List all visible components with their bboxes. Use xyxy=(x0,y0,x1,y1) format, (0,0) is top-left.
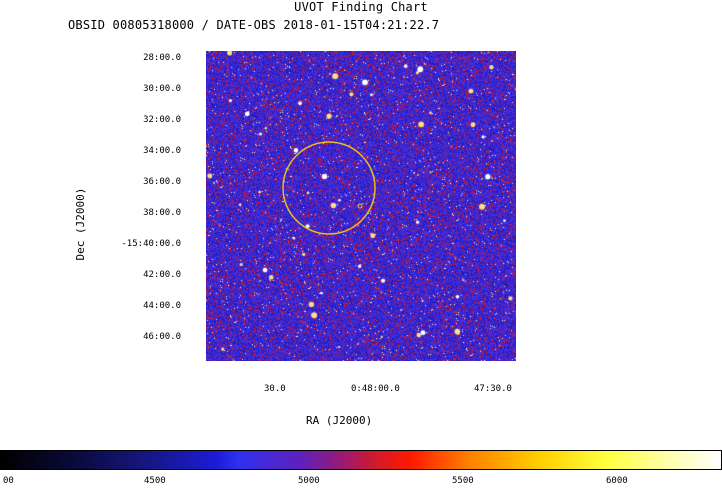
y-tick-label: 30:00.0 xyxy=(143,84,181,94)
region-overlay xyxy=(282,141,376,235)
x-tick-label: 0:48:00.0 xyxy=(351,384,400,394)
y-tick-label: 44:00.0 xyxy=(143,301,181,311)
y-tick-label: 28:00.0 xyxy=(143,53,181,63)
colorbar-tick-label: 5000 xyxy=(298,476,320,486)
y-tick-label: 46:00.0 xyxy=(143,332,181,342)
source-circle xyxy=(282,141,376,235)
x-tick-label: 47:30.0 xyxy=(474,384,512,394)
y-tick-label: 42:00.0 xyxy=(143,270,181,280)
source-marker xyxy=(357,203,363,209)
chart-title: UVOT Finding Chart xyxy=(294,0,428,14)
colorbar xyxy=(0,450,722,470)
y-tick-label: 36:00.0 xyxy=(143,177,181,187)
y-axis-label: Dec (J2000) xyxy=(74,187,87,261)
chart-subtitle: OBSID 00805318000 / DATE-OBS 2018-01-15T… xyxy=(68,18,440,32)
y-tick-label: -15:40:00.0 xyxy=(121,239,181,249)
x-tick-label: 30.0 xyxy=(264,384,286,394)
x-axis-label: RA (J2000) xyxy=(306,414,373,427)
y-tick-label: 34:00.0 xyxy=(143,146,181,156)
colorbar-tick-label: 00 xyxy=(3,476,14,486)
colorbar-tick-label: 5500 xyxy=(452,476,474,486)
colorbar-tick-label: 4500 xyxy=(144,476,166,486)
y-tick-label: 38:00.0 xyxy=(143,208,181,218)
sky-image xyxy=(206,51,516,361)
colorbar-tick-label: 6000 xyxy=(606,476,628,486)
y-tick-label: 32:00.0 xyxy=(143,115,181,125)
